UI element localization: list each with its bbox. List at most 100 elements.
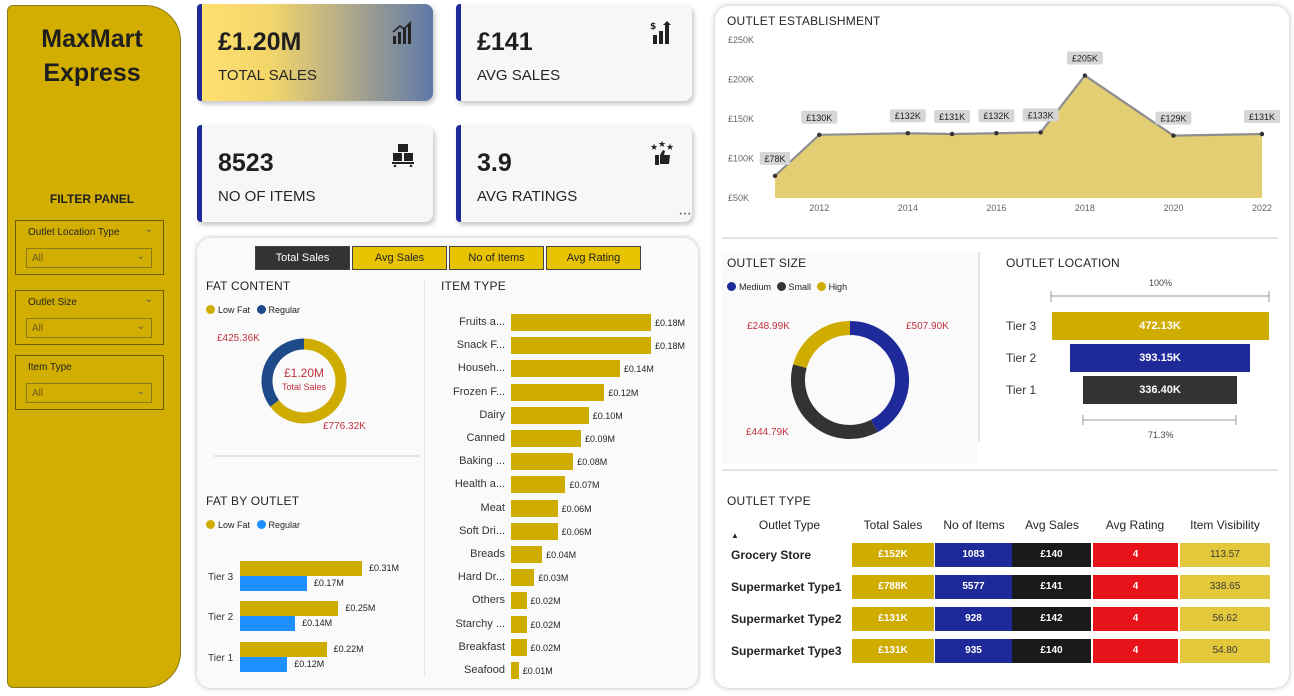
- fat-by-outlet-bar[interactable]: [240, 576, 307, 591]
- slicer-outlet-location-type[interactable]: Outlet Location Type ⌄ All ⌄: [15, 220, 164, 275]
- slicer-dropdown[interactable]: All ⌄: [26, 383, 152, 403]
- regular-value-label: £425.36K: [217, 333, 260, 344]
- chevron-down-icon[interactable]: ⌄: [144, 224, 153, 235]
- legend-high: High: [828, 282, 848, 292]
- legend-swatch-low-fat: [206, 520, 215, 529]
- section-divider: [214, 455, 419, 457]
- data-point[interactable]: [905, 131, 911, 136]
- data-point[interactable]: [817, 132, 822, 137]
- fat-by-outlet-bar[interactable]: [240, 616, 296, 631]
- item-type-bar[interactable]: [511, 314, 651, 331]
- fat-by-outlet-value: £0.22M: [333, 644, 364, 654]
- slicer-item-type[interactable]: Item Type All ⌄: [15, 355, 164, 410]
- item-type-bar[interactable]: [511, 383, 605, 401]
- item-type-value: £0.02M: [530, 596, 561, 607]
- data-label-bg: [1066, 51, 1103, 65]
- item-type-bar[interactable]: [511, 592, 527, 610]
- data-point[interactable]: [772, 173, 778, 179]
- item-type-value: £0.18M: [655, 341, 686, 352]
- tab-avg-sales[interactable]: Avg Sales: [352, 246, 447, 270]
- data-point[interactable]: [949, 131, 955, 137]
- kpi-card-avg-sales: £141 AVG SALES $: [456, 4, 692, 101]
- legend-small: Small: [788, 282, 812, 292]
- svg-text:★: ★: [658, 141, 666, 150]
- table-cell: 4: [1093, 543, 1178, 567]
- tab-no-of-items[interactable]: No of Items: [449, 246, 544, 270]
- item-type-value: £0.08M: [577, 457, 608, 468]
- funnel-tier-label: Tier 1: [1006, 383, 1037, 397]
- fat-by-outlet-bar[interactable]: [240, 642, 327, 657]
- item-type-label: Fruits a...: [459, 316, 505, 328]
- donut-slice-high[interactable]: [793, 321, 851, 369]
- table-cell: 5577: [935, 575, 1012, 599]
- fat-by-outlet-bar[interactable]: [240, 601, 339, 616]
- item-type-label: Breads: [470, 548, 505, 560]
- slicer-outlet-size[interactable]: Outlet Size ⌄ All ⌄: [15, 290, 164, 345]
- item-type-bar[interactable]: [511, 360, 620, 378]
- data-point[interactable]: [1259, 131, 1265, 137]
- x-tick-label: 2022: [1252, 203, 1272, 213]
- kpi-card-total-sales: £1.20M TOTAL SALES: [197, 4, 433, 101]
- column-header-avg-rating[interactable]: Avg Rating: [1105, 518, 1165, 532]
- outlet-establishment-title: OUTLET ESTABLISHMENT: [727, 14, 881, 28]
- column-header-outlet-type[interactable]: Outlet Type: [758, 518, 821, 532]
- y-tick-label: £50K: [728, 193, 749, 203]
- item-type-bar[interactable]: [511, 337, 651, 355]
- item-type-label: Househ...: [457, 362, 505, 375]
- data-point[interactable]: [1038, 130, 1043, 135]
- item-type-label: Dairy: [479, 408, 505, 421]
- tab-total-sales[interactable]: Total Sales: [255, 246, 350, 270]
- chevron-down-icon[interactable]: ⌄: [136, 386, 145, 397]
- column-header-item-visibility[interactable]: Item Visibility: [1190, 518, 1260, 532]
- item-type-bar[interactable]: [511, 499, 558, 517]
- item-type-bar[interactable]: [511, 569, 535, 587]
- donut-slice-medium[interactable]: [849, 321, 909, 433]
- column-header-avg-sales[interactable]: Avg Sales: [1025, 518, 1079, 532]
- chevron-down-icon[interactable]: ⌄: [144, 294, 153, 305]
- item-type-bar[interactable]: [511, 406, 589, 424]
- fat-by-outlet-value: £0.31M: [369, 563, 400, 573]
- slicer-dropdown[interactable]: All ⌄: [26, 318, 152, 338]
- item-type-bar[interactable]: [511, 476, 566, 494]
- fat-content-donut: £1.20M Total Sales: [261, 338, 347, 424]
- item-type-bar[interactable]: [511, 430, 581, 447]
- chevron-down-icon[interactable]: ⌄: [136, 321, 145, 332]
- item-type-bar[interactable]: [511, 453, 574, 471]
- slicer-dropdown[interactable]: All ⌄: [26, 248, 152, 268]
- funnel-bar[interactable]: 336.40K: [1082, 376, 1238, 404]
- funnel-bar[interactable]: 472.13K: [1051, 312, 1269, 340]
- outlet-type-name: Supermarket Type1: [731, 580, 842, 594]
- slicer-value: All: [32, 323, 44, 334]
- data-label: £205K: [1072, 54, 1098, 64]
- data-point[interactable]: [1082, 73, 1088, 78]
- fat-by-outlet-bar[interactable]: [240, 561, 362, 576]
- chevron-down-icon[interactable]: ⌄: [136, 251, 145, 262]
- donut-center-label: Total Sales: [282, 382, 327, 392]
- item-type-bar[interactable]: [511, 522, 558, 540]
- donut-slice-small[interactable]: [791, 364, 878, 439]
- item-type-bar[interactable]: [511, 615, 527, 633]
- item-type-label: Soft Dri...: [459, 524, 505, 537]
- more-options-icon[interactable]: ···: [678, 205, 692, 222]
- data-point[interactable]: [994, 131, 999, 136]
- donut-slice-low-fat[interactable]: [270, 338, 347, 424]
- fat-by-outlet-bar[interactable]: [240, 657, 288, 672]
- column-header-total-sales[interactable]: Total Sales: [863, 518, 923, 532]
- item-type-label: Health a...: [454, 478, 505, 491]
- item-type-bar[interactable]: [511, 638, 527, 656]
- tab-avg-rating[interactable]: Avg Rating: [546, 246, 641, 270]
- donut-slice-regular[interactable]: [261, 338, 305, 407]
- sort-ascending-icon[interactable]: ▲: [731, 531, 739, 540]
- data-point[interactable]: [1171, 133, 1176, 138]
- table-cell: 4: [1093, 639, 1178, 663]
- small-value-label: £444.79K: [746, 427, 789, 438]
- data-label: £131K: [939, 112, 965, 122]
- column-header-no-of-items[interactable]: No of Items: [943, 518, 1005, 532]
- item-type-value: £0.06M: [561, 503, 592, 514]
- item-type-bar[interactable]: [511, 546, 543, 563]
- outlet-establishment-chart: £250K £200K £150K £100K £50K 2012 2014 2016 2018…: [728, 35, 1280, 213]
- table-cell: 4: [1093, 575, 1178, 599]
- item-type-bar[interactable]: [511, 662, 519, 679]
- item-type-label: Starchy ...: [455, 617, 505, 630]
- funnel-bar[interactable]: 393.15K: [1069, 344, 1251, 372]
